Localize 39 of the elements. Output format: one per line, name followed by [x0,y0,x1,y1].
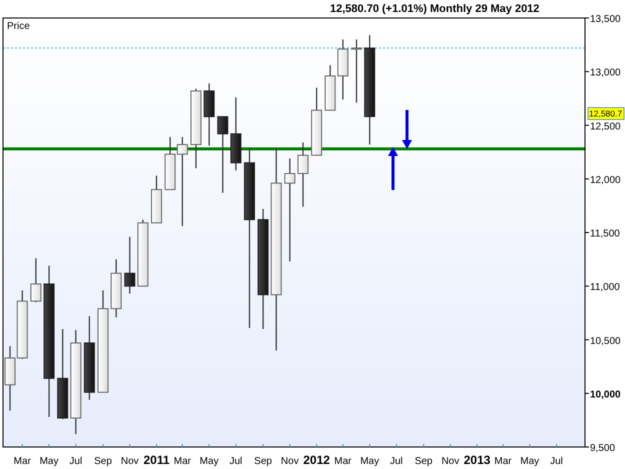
x-tick-label: Mar [334,456,352,467]
x-tick-label: 2012 [303,453,330,467]
y-tick-label: 11,500 [590,228,620,240]
y-tick-label: 12,000 [590,174,622,186]
y-tick-label: 13,000 [590,68,622,79]
x-tick-label: Mar [14,456,32,467]
x-tick-label: Nov [441,456,460,467]
y-tick-label: 10,500 [590,336,622,347]
x-tick-label: 2013 [464,453,491,467]
candlestick [284,158,296,262]
y-tick-label: 13,500 [590,14,622,25]
x-tick-label: Jul [550,456,563,467]
x-tick-label: May [520,456,540,467]
x-tick-label: Mar [494,456,512,467]
y-tick-label: 12,500 [590,121,622,132]
x-tick-label: Sep [414,456,433,467]
x-tick-label: Mar [174,456,192,467]
x-tick-label: Jul [229,456,242,467]
y-tick-label: 10,000 [590,389,622,400]
y-tick-label: 11,000 [590,282,620,294]
candlestick [297,142,308,208]
x-tick-label: Sep [94,456,112,467]
x-tick-label: Nov [280,456,299,467]
candlestick [217,116,228,194]
y-axis-title: Price [7,21,30,32]
x-tick-label: Sep [254,456,272,467]
x-tick-label: Jul [390,456,403,467]
y-tick-label: 9,500 [590,443,616,454]
x-tick-label: Jul [69,456,82,467]
x-tick-label: 2011 [143,453,170,467]
text: 12,580.7 [589,108,622,119]
x-tick-label: May [200,456,219,467]
chart-title: 12,580.70 (+1.01%) Monthly 29 May 2012 [330,3,540,15]
candlestick [351,38,362,104]
candlestick [124,236,136,294]
x-tick-label: May [360,456,380,467]
x-tick-label: Nov [120,456,139,467]
x-tick-label: May [40,456,59,467]
candlestick [30,258,42,303]
